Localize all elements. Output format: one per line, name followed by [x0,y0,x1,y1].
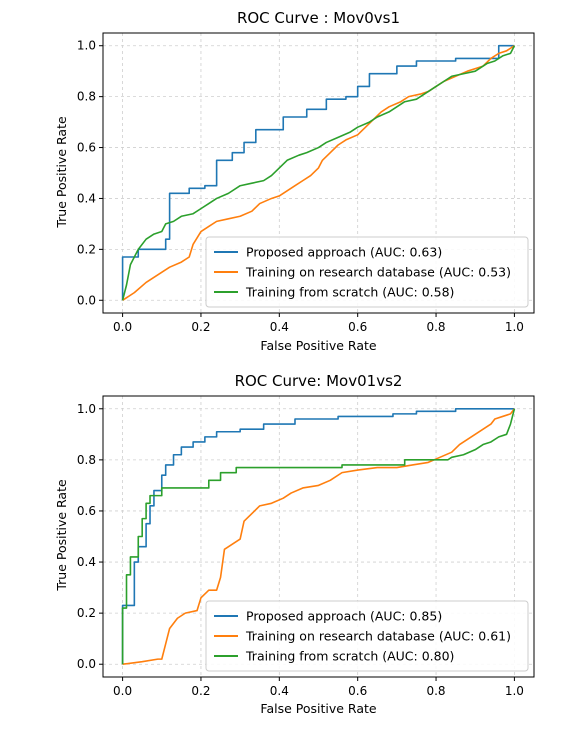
legend-label: Training on research database (AUC: 0.61… [245,629,511,644]
x-tick-label: 0.4 [270,320,289,334]
x-tick-label: 0.8 [426,320,445,334]
y-tick-label: 0.8 [77,453,96,467]
x-tick-label: 0.0 [113,320,132,334]
series-line-1 [122,408,516,666]
y-tick-label: 0.6 [77,504,96,518]
y-axis-label: True Positive Rate [54,116,69,229]
y-tick-label: 0.0 [77,293,96,307]
x-axis-label: False Positive Rate [260,701,376,716]
y-tick-label: 0.0 [77,657,96,671]
x-axis-label: False Positive Rate [260,338,376,353]
legend: Proposed approach (AUC: 0.85) Training on… [205,600,529,672]
legend: Proposed approach (AUC: 0.63) Training on… [205,236,529,308]
x-tick-label: 0.4 [270,684,289,698]
legend-label: Training from scratch (AUC: 0.58) [245,285,454,300]
plot-frame [102,32,535,314]
y-axis-label: True Positive Rate [54,479,69,592]
chart-mov0vs1: ROC Curve : Mov0vs1 False Positive Rate … [54,9,535,353]
legend-label: Training from scratch (AUC: 0.80) [245,649,454,664]
y-tick-label: 0.2 [77,606,96,620]
legend-label: Proposed approach (AUC: 0.63) [246,245,442,260]
series-group [121,407,516,666]
x-tick-label: 0.8 [426,684,445,698]
x-tick-label: 0.6 [348,320,367,334]
legend-label: Training on research database (AUC: 0.53… [245,265,511,280]
x-tick-label: 0.0 [113,684,132,698]
ticks: 0.0 0.2 0.4 0.6 0.8 1.0 0.0 0.2 0.4 0.6 0.8 1.0 [77,39,524,334]
y-tick-label: 0.4 [77,555,96,569]
y-tick-label: 0.4 [77,191,96,205]
chart-title: ROC Curve : Mov0vs1 [237,9,400,27]
y-tick-label: 0.2 [77,242,96,256]
x-tick-label: 0.2 [191,320,210,334]
x-tick-label: 1.0 [505,320,524,334]
legend-box [205,236,529,308]
grid [103,33,534,313]
series-line-2 [121,45,516,301]
legend-box [205,600,529,672]
chart-mov01vs2: ROC Curve: Mov01vs2 False Positive Rate … [54,372,535,716]
series-line-0 [121,44,515,301]
series-line-2 [121,408,516,665]
y-tick-label: 1.0 [77,39,96,53]
series-line-0 [121,407,515,665]
x-tick-label: 0.2 [191,684,210,698]
y-tick-label: 0.8 [77,90,96,104]
x-tick-label: 0.6 [348,684,367,698]
plot-frame [102,395,535,678]
legend-label: Proposed approach (AUC: 0.85) [246,609,442,624]
x-tick-label: 1.0 [505,684,524,698]
series-group [121,44,516,301]
y-tick-label: 1.0 [77,402,96,416]
ticks: 0.0 0.2 0.4 0.6 0.8 1.0 0.0 0.2 0.4 0.6 0.8 1.0 [77,402,524,698]
chart-title: ROC Curve: Mov01vs2 [235,372,403,390]
y-tick-label: 0.6 [77,141,96,155]
